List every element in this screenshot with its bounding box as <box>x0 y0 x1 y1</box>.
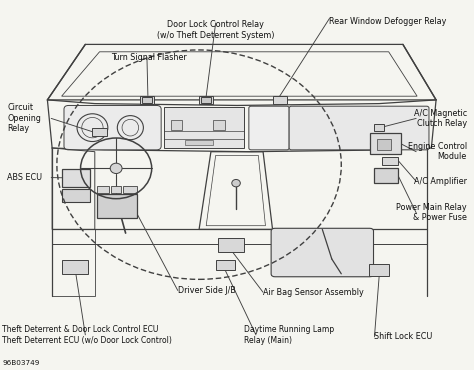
Text: ABS ECU: ABS ECU <box>7 173 42 182</box>
Text: A/C Magnetic
Clutch Relay: A/C Magnetic Clutch Relay <box>414 109 467 128</box>
FancyBboxPatch shape <box>97 186 109 193</box>
Text: Driver Side J/B: Driver Side J/B <box>178 286 236 295</box>
FancyBboxPatch shape <box>377 139 391 150</box>
Text: Daytime Running Lamp
Relay (Main): Daytime Running Lamp Relay (Main) <box>244 325 334 344</box>
Text: Engine Control
Module: Engine Control Module <box>408 142 467 161</box>
FancyBboxPatch shape <box>218 238 244 252</box>
FancyBboxPatch shape <box>249 106 289 150</box>
FancyBboxPatch shape <box>370 133 401 154</box>
Ellipse shape <box>232 179 240 187</box>
FancyBboxPatch shape <box>201 97 211 103</box>
FancyBboxPatch shape <box>199 96 213 104</box>
Text: Turn Signal Flasher: Turn Signal Flasher <box>111 53 187 62</box>
FancyBboxPatch shape <box>62 260 88 274</box>
FancyBboxPatch shape <box>97 194 137 218</box>
FancyBboxPatch shape <box>164 107 244 148</box>
Text: Door Lock Control Relay
(w/o Theft Deterrent System): Door Lock Control Relay (w/o Theft Deter… <box>157 20 274 40</box>
FancyBboxPatch shape <box>64 105 161 150</box>
FancyBboxPatch shape <box>273 96 287 104</box>
FancyBboxPatch shape <box>111 186 121 193</box>
FancyBboxPatch shape <box>62 169 90 187</box>
Text: A/C Amplifier: A/C Amplifier <box>414 177 467 186</box>
Text: Theft Deterrent & Door Lock Control ECU
Theft Deterrent ECU (w/o Door Lock Contr: Theft Deterrent & Door Lock Control ECU … <box>2 325 172 344</box>
FancyBboxPatch shape <box>142 97 152 103</box>
FancyBboxPatch shape <box>374 168 398 183</box>
FancyBboxPatch shape <box>92 128 107 136</box>
FancyBboxPatch shape <box>213 120 225 130</box>
FancyBboxPatch shape <box>216 260 235 270</box>
FancyBboxPatch shape <box>185 140 213 145</box>
FancyBboxPatch shape <box>369 264 389 276</box>
FancyBboxPatch shape <box>271 228 374 277</box>
FancyBboxPatch shape <box>382 157 398 165</box>
FancyBboxPatch shape <box>289 106 429 150</box>
FancyBboxPatch shape <box>123 186 137 193</box>
Text: Power Main Relay
& Power Fuse: Power Main Relay & Power Fuse <box>396 203 467 222</box>
Text: Circuit
Opening
Relay: Circuit Opening Relay <box>7 104 41 133</box>
Text: Shift Lock ECU: Shift Lock ECU <box>374 332 433 341</box>
Text: Air Bag Sensor Assembly: Air Bag Sensor Assembly <box>263 288 364 297</box>
Text: Rear Window Defogger Relay: Rear Window Defogger Relay <box>329 17 447 26</box>
Text: 96B03749: 96B03749 <box>2 360 40 366</box>
FancyBboxPatch shape <box>140 96 154 104</box>
FancyBboxPatch shape <box>374 124 384 131</box>
FancyBboxPatch shape <box>171 120 182 130</box>
Ellipse shape <box>110 163 122 174</box>
FancyBboxPatch shape <box>62 189 90 202</box>
